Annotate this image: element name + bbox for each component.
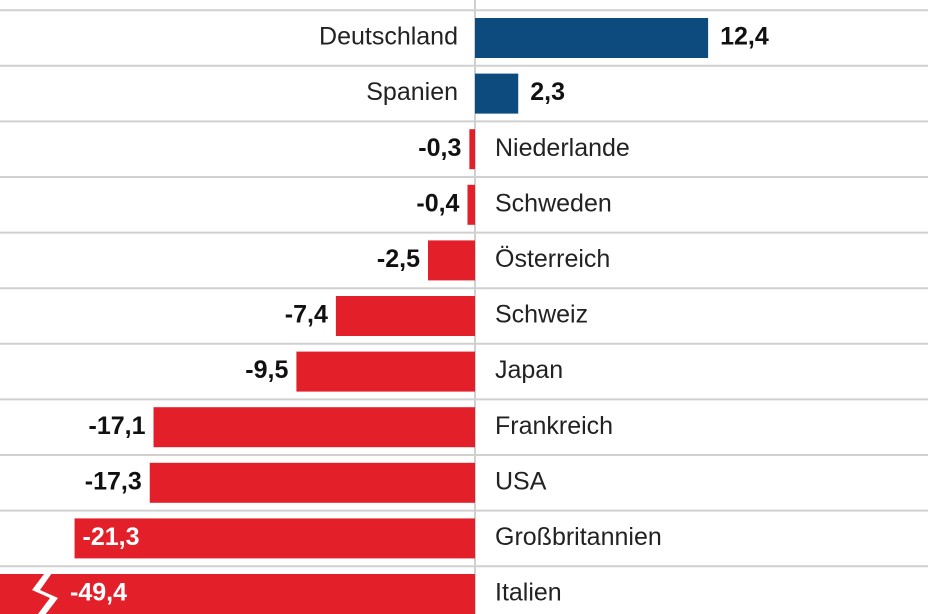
bar [469,129,475,170]
value-label: -49,4 [70,579,127,607]
bar [335,296,475,336]
bar [475,18,709,58]
category-label: Niederlande [495,134,630,162]
category-label: Spanien [366,78,458,106]
category-label: Österreich [495,245,610,273]
axis-break-bar [0,574,50,614]
bar [149,462,475,503]
value-label: -9,5 [245,356,288,384]
category-label: Schweden [495,189,612,217]
value-label: -0,4 [416,189,459,217]
bar [467,184,475,225]
bar [74,518,475,559]
bar [0,574,475,614]
bar [296,351,475,392]
value-label: -0,3 [418,134,461,162]
value-label: 2,3 [530,78,565,106]
category-label: Italien [495,579,562,607]
category-label: Schweiz [495,301,588,329]
value-label: -17,1 [89,412,146,440]
value-label: -17,3 [85,467,142,495]
value-label: 12,4 [720,23,769,51]
bar [153,407,475,448]
category-label: Großbritannien [495,523,662,551]
category-label: Frankreich [495,412,613,440]
bar [475,73,519,114]
value-label: -2,5 [377,245,420,273]
category-label: USA [495,467,547,495]
category-label: Deutschland [319,23,458,51]
value-label: -21,3 [83,523,140,551]
bar [428,240,475,281]
value-label: -7,4 [285,301,328,329]
category-label: Japan [495,356,563,384]
